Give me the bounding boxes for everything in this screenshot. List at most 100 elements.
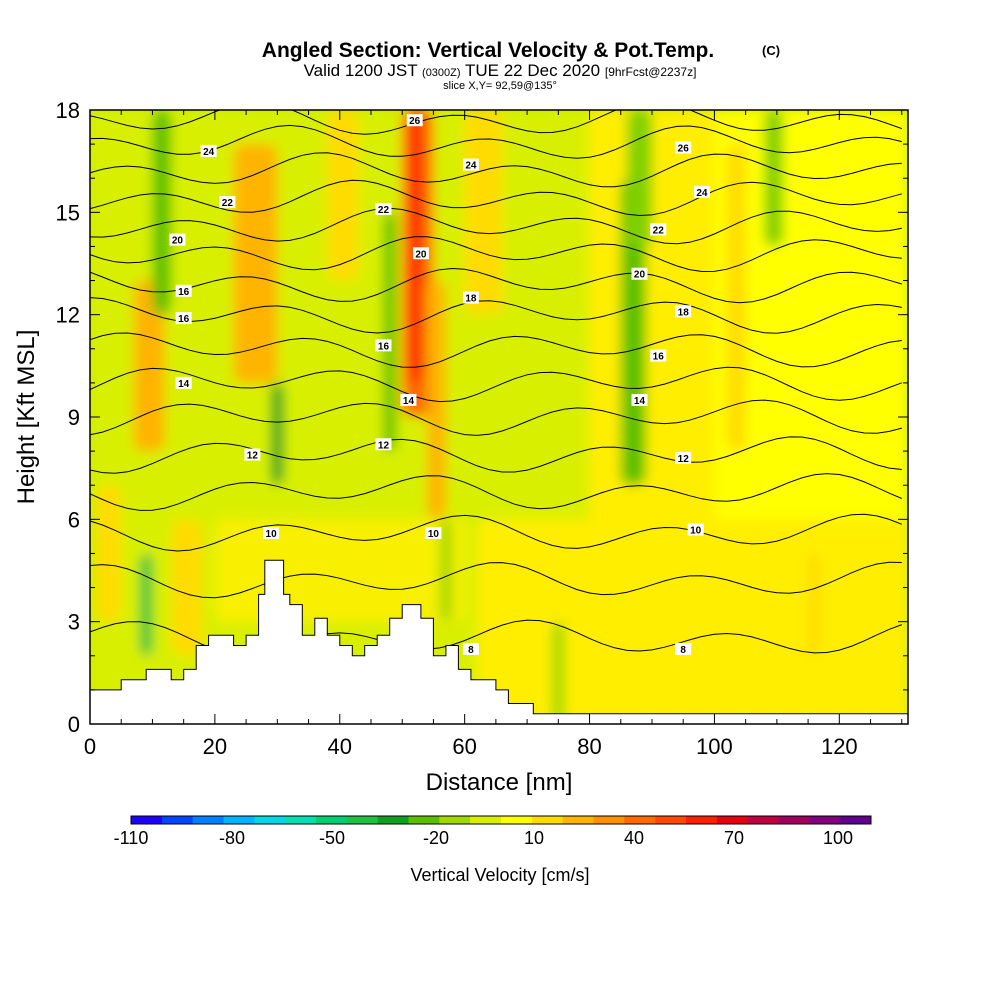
- contour-label-bg: [244, 448, 261, 461]
- colorbar-swatch: [531, 816, 563, 824]
- contour-label: 26: [678, 144, 690, 155]
- x-tick-label: 100: [696, 734, 733, 759]
- colorbar-tick-label: -110: [114, 828, 149, 848]
- theta-contour: [90, 561, 902, 599]
- theta-contour: [90, 332, 902, 368]
- velocity-field: [90, 110, 908, 724]
- contour-label: 14: [178, 379, 190, 390]
- contour-label: 10: [690, 526, 702, 537]
- colorbar-swatch: [747, 816, 779, 824]
- theta-contour: [90, 152, 902, 188]
- colorbar-swatch: [408, 816, 440, 824]
- theta-contour: [90, 366, 902, 403]
- contour-label: 18: [678, 307, 690, 318]
- colorbar-swatch: [716, 816, 748, 824]
- contour-label: 10: [428, 529, 440, 540]
- colorbar-swatch: [192, 816, 224, 824]
- contour-label-bg: [462, 158, 479, 171]
- colorbar-label: Vertical Velocity [cm/s]: [410, 865, 589, 885]
- contour-label-bg: [375, 339, 392, 352]
- colorbar-tick-label: 40: [624, 828, 644, 848]
- velocity-region: [764, 110, 784, 247]
- colorbar-swatch: [377, 816, 409, 824]
- velocity-region: [627, 110, 652, 247]
- theta-contour: [90, 110, 902, 135]
- x-tick-label: 20: [203, 734, 227, 759]
- theta-contour-labels: 8 8 10 10 10 12 12 12 14 14 14 16 16 16 16 18 18 20 20 20 22…: [169, 114, 710, 656]
- velocity-region: [233, 144, 278, 383]
- y-axis-label: Height [Kft MSL]: [13, 330, 40, 505]
- velocity-region: [477, 519, 908, 724]
- contour-label: 14: [403, 396, 415, 407]
- y-tick-label: 0: [68, 712, 80, 737]
- contour-label-bg: [175, 312, 192, 325]
- colorbar-tick-label: -80: [219, 828, 245, 848]
- contour-label: 24: [203, 147, 215, 158]
- x-axis-label: Distance [nm]: [426, 769, 573, 796]
- colorbar-tick-label: 10: [524, 828, 544, 848]
- velocity-region: [327, 110, 359, 281]
- chart-title-unit: (C): [762, 43, 780, 58]
- contour-label-bg: [631, 393, 648, 406]
- y-tick-label: 18: [56, 98, 80, 123]
- contour-label-bg: [675, 305, 692, 318]
- theta-contour: [90, 267, 902, 304]
- contour-label: 16: [653, 352, 665, 363]
- y-tick-label: 15: [56, 200, 80, 225]
- colorbar-tick-label: -50: [319, 828, 345, 848]
- velocity-region: [620, 178, 646, 486]
- velocity-region: [96, 485, 122, 622]
- contour-label-bg: [375, 202, 392, 215]
- contour-label: 20: [415, 249, 427, 260]
- contour-label: 22: [222, 198, 234, 209]
- contour-label: 12: [247, 451, 259, 462]
- valid-prefix: Valid 1200 JST: [304, 61, 418, 80]
- contour-label-bg: [175, 284, 192, 297]
- colorbar-swatch: [316, 816, 348, 824]
- contour-label: 14: [634, 396, 646, 407]
- contour-label-bg: [675, 642, 692, 655]
- velocity-region: [133, 280, 165, 452]
- theta-contour: [90, 436, 902, 474]
- contour-label: 22: [378, 205, 390, 216]
- colorbar-swatch: [624, 816, 656, 824]
- colorbar-swatch: [223, 816, 255, 824]
- velocity-region: [171, 519, 203, 656]
- colorbar-swatch: [778, 816, 810, 824]
- theta-contour: [90, 207, 902, 245]
- colorbar: -110 -80 -50 -20 10 40 70 100: [114, 815, 872, 848]
- y-tick-label: 3: [68, 610, 80, 635]
- contour-label: 22: [653, 225, 665, 236]
- contour-label: 18: [465, 294, 477, 305]
- valid-date: TUE 22 Dec 2020: [465, 61, 600, 80]
- y-tick-label: 6: [68, 507, 80, 532]
- colorbar-swatch: [254, 816, 286, 824]
- contour-label-bg: [650, 223, 667, 236]
- colorbar-tick-label: 100: [823, 828, 853, 848]
- contour-label-bg: [169, 233, 186, 246]
- theta-contour: [90, 473, 902, 511]
- contour-label: 12: [378, 440, 390, 451]
- velocity-region: [408, 110, 421, 383]
- velocity-region: [152, 110, 172, 315]
- velocity-region: [726, 144, 746, 452]
- contour-label-bg: [650, 349, 667, 362]
- contour-label: 12: [678, 454, 690, 465]
- velocity-region: [439, 519, 453, 622]
- valid-fcst: [9hrFcst@2237z]: [605, 65, 697, 79]
- y-tick-label: 12: [56, 303, 80, 328]
- contour-label: 16: [378, 341, 390, 352]
- contour-label-bg: [263, 526, 280, 539]
- colorbar-swatch: [131, 816, 163, 824]
- velocity-region: [552, 621, 565, 724]
- contour-label-bg: [375, 438, 392, 451]
- contour-label: 20: [172, 236, 184, 247]
- valid-z: (0300Z): [422, 67, 461, 79]
- x-tick-label: 40: [328, 734, 352, 759]
- colorbar-swatch: [655, 816, 687, 824]
- contour-label: 16: [178, 314, 190, 325]
- velocity-region: [427, 280, 446, 520]
- contour-label: 10: [266, 529, 278, 540]
